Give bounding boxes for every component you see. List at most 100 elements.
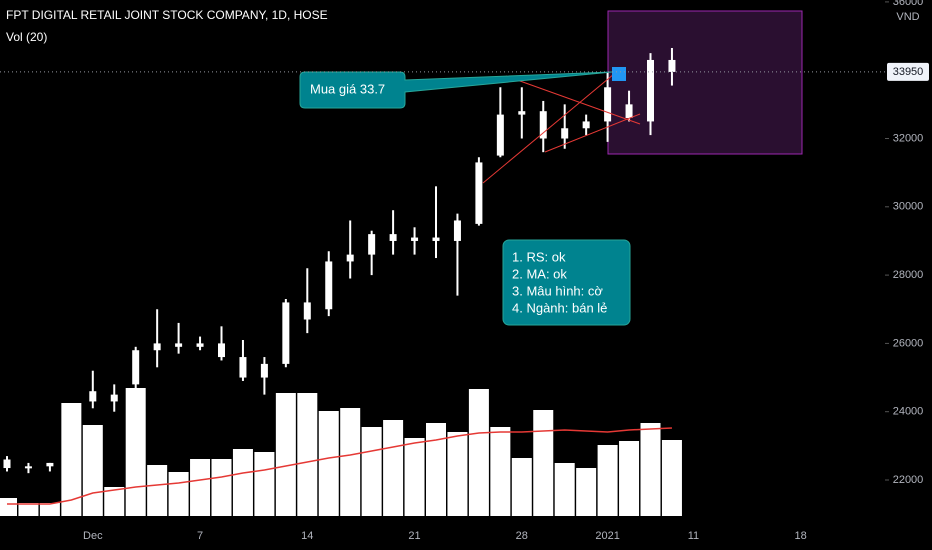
volume-bar (82, 425, 103, 516)
y-tick-label: 24000 (893, 406, 924, 418)
volume-bar (533, 410, 554, 516)
volume-bar (468, 389, 489, 516)
y-tick-label: 28000 (893, 269, 924, 281)
checklist-item: 3. Mâu hình: cờ (512, 283, 603, 298)
candle-body (67, 461, 75, 464)
last-price-label: 33950 (893, 66, 924, 78)
candle-body (153, 343, 161, 351)
volume-bar (254, 452, 275, 516)
volume-bar (404, 438, 425, 516)
volume-bar (340, 408, 361, 516)
candle-body (518, 111, 526, 115)
candle-body (539, 111, 547, 139)
volume-bar (39, 503, 60, 516)
x-tick-label: 14 (301, 530, 313, 542)
checklist-item: 4. Ngành: bán lẻ (512, 300, 607, 315)
volume-bar (297, 393, 318, 516)
target-zone (607, 10, 803, 155)
currency-label: VND (896, 11, 919, 23)
volume-bar (383, 420, 404, 516)
volume-bar (640, 423, 661, 516)
candle-body (218, 343, 225, 358)
candle-body (496, 114, 504, 156)
candle-body (3, 459, 11, 469)
candle-body (110, 394, 118, 402)
candle-body (282, 302, 290, 364)
candle-body (647, 59, 654, 122)
checklist-box (502, 239, 631, 326)
buy-label: Mua giá 33.7 (310, 81, 385, 96)
volume-bar (511, 458, 532, 516)
candle-body (175, 343, 183, 347)
volume-ma-line (7, 427, 672, 505)
volume-bar (275, 393, 296, 516)
volume-bar (447, 432, 468, 516)
buy-callout (299, 71, 613, 109)
x-tick-label: 21 (408, 530, 420, 542)
volume-bar (619, 441, 640, 516)
trend-line (544, 113, 641, 153)
volume-bar (232, 449, 253, 516)
volume-bar (190, 459, 211, 516)
x-tick-label: 2021 (595, 530, 619, 542)
last-price-box (887, 62, 929, 81)
candle-body (46, 462, 54, 467)
y-tick-label: 32000 (893, 132, 924, 144)
volume-bar (125, 388, 146, 516)
candle-body (89, 391, 97, 402)
volume-bar (597, 445, 618, 516)
trend-line (482, 73, 615, 184)
volume-bar (490, 427, 511, 516)
plot-area (0, 48, 682, 516)
checklist-item: 2. MA: ok (512, 266, 567, 281)
candle-body (260, 363, 268, 378)
candle-body (325, 261, 333, 310)
candle-body (24, 466, 32, 469)
y-tick-label: 22000 (893, 474, 924, 486)
candle-body (475, 162, 483, 224)
volume-bar (0, 498, 17, 516)
candle-body (411, 237, 419, 241)
volume-bar (211, 459, 232, 516)
x-tick-label: 7 (197, 530, 203, 542)
volume-label: Vol (20) (6, 30, 47, 44)
candle-body (303, 302, 311, 320)
trend-line (505, 75, 641, 125)
volume-bar (361, 427, 382, 516)
x-tick-label: Dec (83, 530, 103, 542)
x-tick-label: 11 (688, 530, 699, 542)
y-tick-label: 26000 (893, 337, 924, 349)
volume-bar (147, 465, 168, 516)
candle-body (582, 121, 590, 129)
y-tick-label: 36000 (893, 0, 924, 8)
candle-body (432, 237, 440, 241)
volume-bar (168, 472, 189, 516)
volume-bar (426, 423, 446, 516)
volume-bar (318, 411, 339, 516)
volume-bar (18, 503, 39, 516)
candle-body (668, 59, 676, 72)
x-tick-label: 18 (795, 530, 807, 542)
volume-bar (576, 468, 597, 516)
x-tick-label: 28 (516, 530, 528, 542)
volume-bar (661, 440, 682, 516)
buy-marker (612, 67, 626, 81)
candle-body (132, 350, 140, 385)
candle-body (389, 234, 397, 241)
chart-title: FPT DIGITAL RETAIL JOINT STOCK COMPANY, … (6, 8, 328, 22)
volume-bar (104, 487, 125, 516)
volume-bar (554, 463, 575, 516)
candle-body (239, 357, 247, 378)
candle-body (604, 87, 612, 122)
candle-body (346, 254, 354, 262)
volume-bar (61, 403, 82, 516)
candle-body (368, 234, 376, 255)
y-tick-label: 30000 (893, 201, 924, 213)
candle-body (625, 104, 633, 119)
checklist-item: 1. RS: ok (512, 249, 566, 264)
candle-body (453, 220, 461, 241)
candle-body (561, 128, 569, 139)
candle-body (196, 343, 204, 347)
